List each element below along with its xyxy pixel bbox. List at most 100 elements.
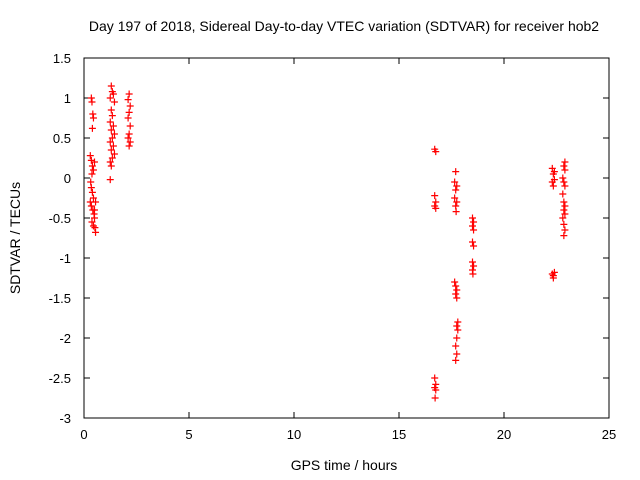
x-tick-label: 5 xyxy=(185,427,192,442)
data-point xyxy=(452,290,460,298)
data-point xyxy=(89,114,97,122)
data-point xyxy=(125,90,133,98)
data-point xyxy=(453,334,461,342)
data-point xyxy=(110,130,118,138)
chart-title: Day 197 of 2018, Sidereal Day-to-day VTE… xyxy=(89,18,599,34)
plot-frame xyxy=(83,57,610,419)
data-point xyxy=(87,202,95,210)
data-point xyxy=(107,126,115,134)
data-point xyxy=(432,148,440,156)
data-point xyxy=(432,204,440,212)
data-point xyxy=(431,374,439,382)
data-point xyxy=(125,142,133,150)
data-point xyxy=(452,282,460,290)
data-point xyxy=(88,98,96,106)
data-point xyxy=(559,214,567,222)
data-points xyxy=(86,82,569,402)
data-point xyxy=(561,210,569,218)
data-point xyxy=(108,134,116,142)
data-point xyxy=(452,186,460,194)
data-point xyxy=(559,174,567,182)
data-point xyxy=(106,158,114,166)
y-tick-label: -1.5 xyxy=(49,291,71,306)
data-point xyxy=(548,178,556,186)
data-point xyxy=(560,178,568,186)
data-point xyxy=(560,232,568,240)
y-tick-label: -2.5 xyxy=(49,371,71,386)
data-point xyxy=(87,184,95,192)
data-point xyxy=(469,214,476,222)
data-point xyxy=(87,156,95,164)
data-point xyxy=(454,318,462,326)
data-point xyxy=(108,112,116,120)
data-point xyxy=(107,82,115,90)
data-point xyxy=(561,226,569,234)
data-point xyxy=(550,268,558,276)
data-point xyxy=(469,238,476,246)
data-point xyxy=(454,326,462,334)
data-point xyxy=(126,138,134,146)
x-tick-label: 15 xyxy=(392,427,406,442)
data-point xyxy=(125,130,133,138)
y-tick-label: -2 xyxy=(59,331,71,346)
data-point xyxy=(108,154,116,162)
y-tick-label: 1.5 xyxy=(53,51,71,66)
data-point xyxy=(432,386,440,394)
data-point xyxy=(452,356,460,364)
data-point xyxy=(106,94,114,102)
data-point xyxy=(88,170,96,178)
data-point xyxy=(86,152,94,160)
data-point xyxy=(469,270,477,278)
data-point xyxy=(561,166,569,174)
data-point xyxy=(88,188,96,196)
data-point xyxy=(560,162,568,170)
data-point xyxy=(92,198,100,206)
data-point xyxy=(560,220,568,228)
data-point xyxy=(107,106,115,114)
data-point xyxy=(107,146,115,154)
data-point xyxy=(470,226,478,234)
data-point xyxy=(432,198,440,206)
x-axis-label: GPS time / hours xyxy=(291,457,398,473)
data-point xyxy=(124,96,132,104)
data-point xyxy=(87,178,95,186)
data-point xyxy=(431,192,439,200)
data-point xyxy=(470,262,478,270)
data-point xyxy=(453,286,461,294)
data-point xyxy=(92,228,100,236)
y-tick-label: 1 xyxy=(64,91,71,106)
data-point xyxy=(549,182,557,190)
data-point xyxy=(106,176,114,184)
data-point xyxy=(469,222,476,230)
data-point xyxy=(89,166,97,174)
data-point xyxy=(89,222,97,230)
data-point xyxy=(451,178,459,186)
data-point xyxy=(561,202,569,210)
data-point xyxy=(561,158,569,166)
data-point xyxy=(89,194,97,202)
data-point xyxy=(470,218,478,226)
data-point xyxy=(91,158,98,166)
data-point xyxy=(88,124,96,132)
data-point xyxy=(559,190,567,198)
data-point xyxy=(110,98,118,106)
data-point xyxy=(107,162,115,170)
data-point xyxy=(109,90,117,98)
data-point xyxy=(431,394,439,402)
data-point xyxy=(560,198,568,206)
data-point xyxy=(110,150,118,158)
data-point xyxy=(452,168,460,176)
data-point xyxy=(109,142,117,150)
x-tick-label: 0 xyxy=(80,427,87,442)
data-point xyxy=(124,134,132,142)
data-point xyxy=(126,102,134,110)
y-tick-label: 0.5 xyxy=(53,131,71,146)
data-point xyxy=(469,258,476,266)
data-point xyxy=(88,218,96,226)
data-point xyxy=(453,322,461,330)
data-point xyxy=(109,122,117,130)
y-tick-label: -1 xyxy=(59,251,71,266)
data-point xyxy=(91,206,98,214)
data-point xyxy=(87,94,95,102)
